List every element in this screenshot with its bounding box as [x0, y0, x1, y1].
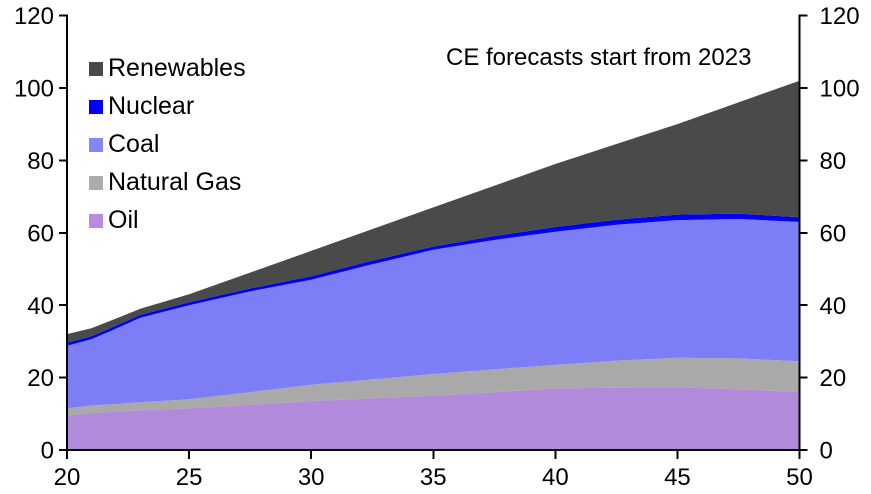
legend-label-renewables: Renewables — [108, 54, 246, 82]
legend-label-oil: Oil — [108, 206, 139, 234]
y-axis-tick-label-right: 100 — [820, 76, 860, 103]
chart-annotation: CE forecasts start from 2023 — [446, 44, 752, 71]
legend-item-nuclear: Nuclear — [89, 94, 246, 119]
x-axis-tick-label: 45 — [664, 464, 691, 491]
y-axis-tick-label-left: 120 — [14, 3, 54, 30]
legend-item-oil: Oil — [89, 208, 246, 233]
legend-swatch-renewables — [89, 61, 103, 76]
y-axis-tick-label-right: 80 — [820, 148, 847, 175]
x-axis-tick-label: 30 — [298, 464, 325, 491]
legend-label-natural-gas: Natural Gas — [108, 168, 242, 196]
legend-label-coal: Coal — [108, 130, 160, 158]
y-axis-tick-label-left: 80 — [27, 148, 54, 175]
legend-swatch-nuclear — [89, 99, 103, 114]
area-renewables — [67, 80, 800, 343]
y-axis-tick-label-right: 40 — [820, 293, 847, 320]
y-axis-tick-label-left: 0 — [41, 438, 54, 465]
y-axis-tick-label-right: 60 — [820, 220, 847, 247]
area-oil — [67, 387, 800, 450]
y-axis-tick-label-right: 20 — [820, 365, 847, 392]
legend-swatch-coal — [89, 137, 103, 152]
y-axis-tick-label-left: 60 — [27, 220, 54, 247]
y-axis-tick-label-left: 40 — [27, 293, 54, 320]
legend-label-nuclear: Nuclear — [108, 92, 195, 120]
x-axis-tick-label: 50 — [786, 464, 813, 491]
x-axis-tick-label: 25 — [176, 464, 203, 491]
legend-swatch-natural-gas — [89, 175, 103, 190]
y-axis-tick-label-left: 100 — [14, 76, 54, 103]
area-natural-gas — [67, 357, 800, 416]
x-axis-tick-label: 20 — [54, 464, 81, 491]
legend-item-renewables: Renewables — [89, 56, 246, 81]
legend-item-natural-gas: Natural Gas — [89, 170, 246, 195]
area-coal — [67, 219, 800, 409]
x-axis-tick-label: 40 — [542, 464, 569, 491]
legend-item-coal: Coal — [89, 132, 246, 157]
y-axis-tick-label-right: 0 — [820, 438, 833, 465]
legend-swatch-oil — [89, 213, 103, 228]
legend: Renewables Nuclear Coal Natural Gas Oil — [89, 56, 246, 246]
x-axis-tick-label: 35 — [420, 464, 447, 491]
y-axis-tick-label-right: 120 — [820, 3, 860, 30]
y-axis-tick-label-left: 20 — [27, 365, 54, 392]
